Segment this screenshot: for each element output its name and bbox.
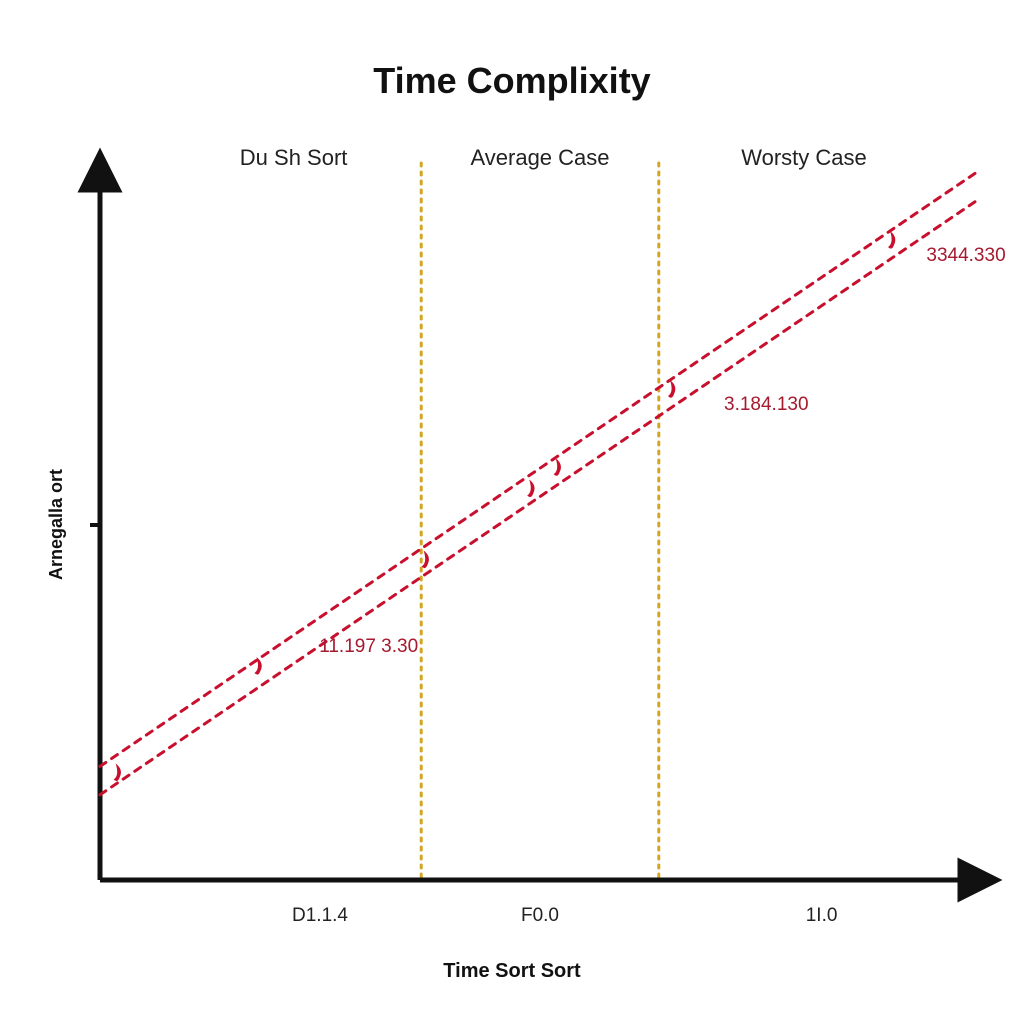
data-label-2: 3344.330	[926, 245, 1005, 267]
data-label-1: 3.184.130	[724, 394, 809, 416]
marker-6	[888, 231, 895, 249]
xtick-2: 1I.0	[806, 905, 838, 927]
marker-0	[114, 764, 121, 782]
data-label-0: 11.197 3.30	[319, 636, 418, 658]
marker-4	[554, 458, 561, 476]
xtick-0: D1.1.4	[292, 905, 348, 927]
time-complexity-chart: Time Complixity Arnegalla ort Time Sort …	[0, 0, 1024, 1024]
section-label-1: Average Case	[470, 145, 609, 171]
series-lower	[100, 198, 980, 794]
section-label-0: Du Sh Sort	[240, 145, 348, 171]
xtick-1: F0.0	[521, 905, 559, 927]
series-upper	[100, 170, 980, 766]
marker-3	[527, 480, 534, 498]
section-label-2: Worsty Case	[741, 145, 867, 171]
marker-5	[668, 380, 675, 398]
